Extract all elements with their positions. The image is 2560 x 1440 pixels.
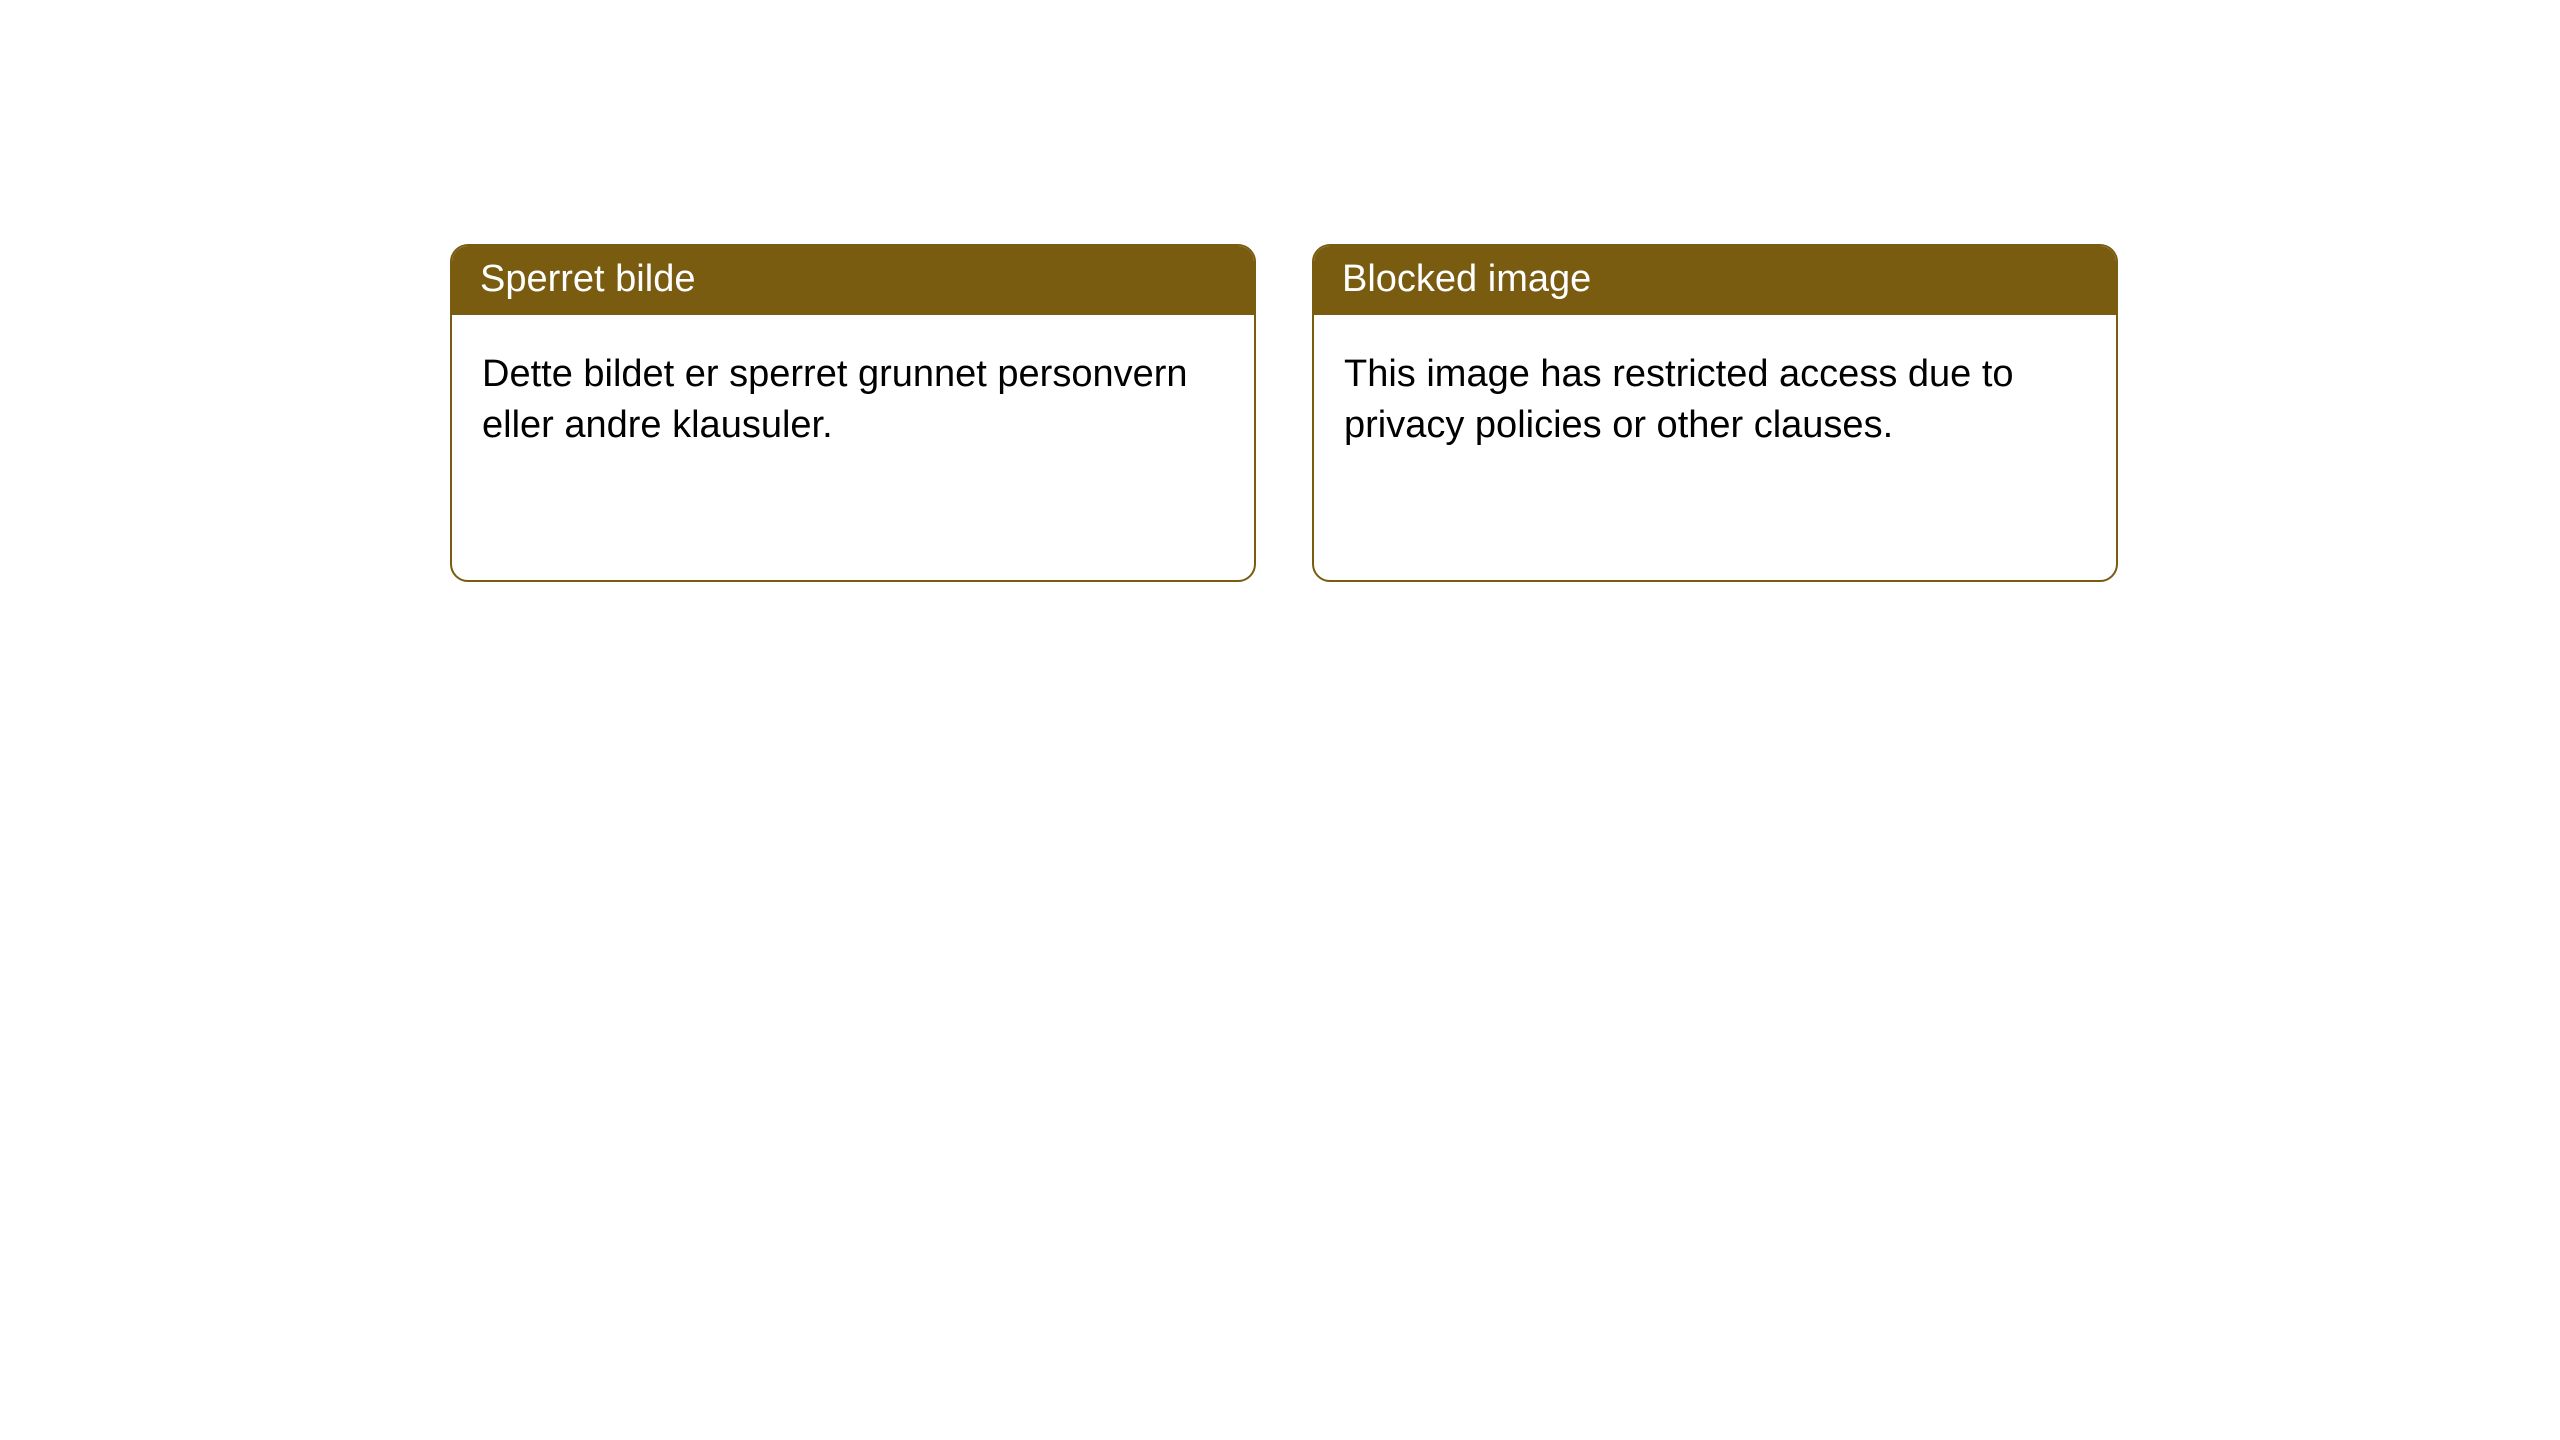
notice-header-en: Blocked image (1314, 246, 2116, 315)
notice-header-no: Sperret bilde (452, 246, 1254, 315)
notice-card-no: Sperret bilde Dette bildet er sperret gr… (450, 244, 1256, 582)
notice-body-no: Dette bildet er sperret grunnet personve… (452, 315, 1254, 486)
notice-body-en: This image has restricted access due to … (1314, 315, 2116, 486)
notice-container: Sperret bilde Dette bildet er sperret gr… (0, 0, 2560, 582)
notice-card-en: Blocked image This image has restricted … (1312, 244, 2118, 582)
